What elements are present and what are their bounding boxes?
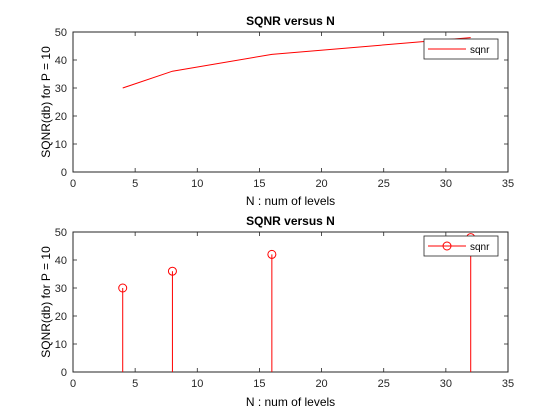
bottom-x-tick-label: 10 [191, 378, 203, 390]
bottom-plot-title: SQNR versus N [246, 214, 335, 228]
bottom-y-tick-label: 40 [55, 255, 67, 267]
top-legend-label: sqnr [470, 45, 490, 56]
top-x-tick-label: 25 [378, 178, 390, 190]
bottom-y-tick-label: 30 [55, 283, 67, 295]
bottom-y-tick-label: 0 [61, 367, 67, 379]
bottom-x-tick-label: 0 [70, 378, 76, 390]
bottom-stem-marker [267, 249, 277, 259]
top-series-sqnr [122, 37, 471, 89]
bottom-y-axis: 0 10 20 30 40 50 [55, 227, 508, 379]
top-x-tick-label: 15 [253, 178, 265, 190]
bottom-x-axis-label: N : num of levels [246, 395, 335, 409]
top-x-axis-label: N : num of levels [246, 194, 335, 208]
top-y-axis-label: SQNR(db) for P = 10 [39, 46, 53, 158]
bottom-x-tick-label: 25 [378, 378, 390, 390]
top-x-axis: 0 5 10 15 20 25 30 35 [70, 32, 514, 190]
top-x-tick-label: 30 [440, 178, 452, 190]
top-x-tick-label: 20 [315, 178, 327, 190]
top-plot-title: SQNR versus N [246, 14, 335, 28]
top-x-tick-label: 5 [132, 178, 138, 190]
bottom-x-axis: 0 5 10 15 20 25 30 35 [70, 232, 514, 390]
top-x-tick-label: 10 [191, 178, 203, 190]
bottom-x-tick-label: 15 [253, 378, 265, 390]
top-x-tick-label: 35 [502, 178, 514, 190]
bottom-plot: SQNR versus N 0 5 10 15 20 25 30 35 0 10 20 30 40 50… [39, 214, 514, 409]
bottom-series-sqnr [118, 233, 476, 372]
bottom-x-tick-label: 35 [502, 378, 514, 390]
bottom-legend-marker [442, 241, 452, 251]
bottom-stem-marker [167, 266, 177, 276]
bottom-y-tick-label: 50 [55, 227, 67, 239]
top-y-tick-label: 50 [55, 27, 67, 39]
top-y-tick-label: 0 [61, 167, 67, 179]
top-plot: SQNR versus N 0 5 10 15 20 25 30 35 0 10 20 30 40 50… [39, 14, 514, 208]
bottom-y-axis-label: SQNR(db) for P = 10 [39, 246, 53, 358]
bottom-y-tick-label: 10 [55, 339, 67, 351]
top-y-tick-label: 20 [55, 111, 67, 123]
top-y-tick-label: 40 [55, 55, 67, 67]
bottom-y-tick-label: 20 [55, 311, 67, 323]
top-x-tick-label: 0 [70, 178, 76, 190]
top-series-line [122, 37, 471, 89]
bottom-x-tick-label: 30 [440, 378, 452, 390]
bottom-legend: sqnr [423, 235, 499, 257]
top-y-tick-label: 10 [55, 139, 67, 151]
bottom-x-tick-label: 20 [315, 378, 327, 390]
top-y-axis: 0 10 20 30 40 50 [55, 27, 508, 179]
top-y-tick-label: 30 [55, 83, 67, 95]
bottom-stem-marker [118, 283, 128, 293]
top-legend: sqnr [423, 38, 499, 60]
bottom-x-tick-label: 5 [132, 378, 138, 390]
bottom-legend-label: sqnr [470, 242, 490, 253]
